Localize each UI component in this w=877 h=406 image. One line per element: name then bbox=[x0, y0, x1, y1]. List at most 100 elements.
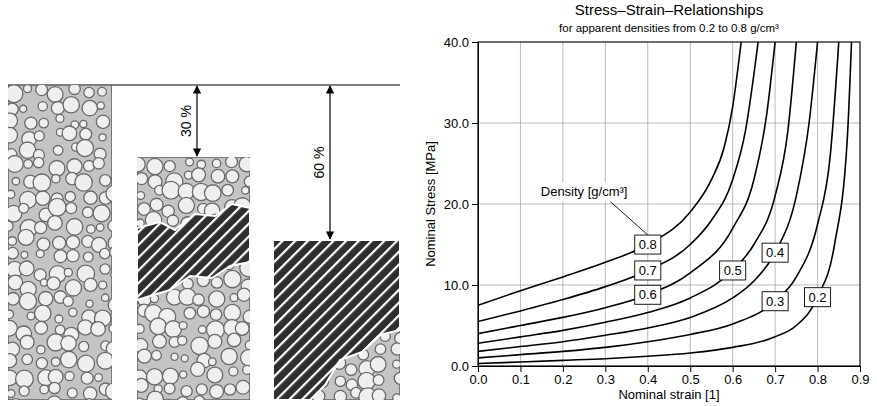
foam-cell bbox=[67, 388, 77, 398]
legend-title: Density [g/cm³] bbox=[541, 184, 628, 199]
y-tick-mark bbox=[472, 285, 478, 286]
foam-cell bbox=[100, 175, 112, 187]
series-label-text: 0.2 bbox=[809, 290, 827, 305]
foam-cell bbox=[78, 355, 95, 372]
y-tick: 10.0 bbox=[444, 278, 478, 293]
foam-cell bbox=[146, 369, 162, 385]
foam-cell bbox=[8, 292, 19, 305]
series-label-text: 0.6 bbox=[639, 287, 657, 302]
foam-block bbox=[137, 157, 250, 400]
foam-cell bbox=[33, 174, 51, 192]
density-curve bbox=[478, 42, 775, 334]
foam-cell bbox=[8, 354, 17, 368]
series-label-box bbox=[635, 235, 661, 254]
x-tick-label: 0.1 bbox=[512, 372, 530, 387]
foam-cell bbox=[207, 367, 223, 383]
foam-cell bbox=[112, 165, 113, 175]
foam-cell bbox=[179, 322, 187, 330]
x-tick-label: 0.8 bbox=[809, 372, 827, 387]
foam-cell bbox=[12, 177, 20, 185]
foam-cell bbox=[69, 85, 80, 95]
foam-cell bbox=[48, 198, 66, 216]
foam-cell bbox=[19, 386, 29, 396]
foam-cell bbox=[227, 333, 241, 347]
foam-cell bbox=[69, 308, 77, 316]
foam-cell bbox=[208, 334, 222, 348]
foam-cell bbox=[56, 114, 64, 122]
series-label-box bbox=[762, 292, 788, 311]
y-axis-line bbox=[478, 43, 479, 367]
foam-cell bbox=[20, 105, 27, 112]
foam-cell bbox=[241, 350, 250, 366]
foam-cell bbox=[229, 367, 238, 376]
foam-cell bbox=[65, 192, 75, 202]
foam-cell bbox=[210, 385, 224, 399]
foam-cell bbox=[112, 283, 113, 294]
foam-cell bbox=[48, 216, 63, 231]
chart-title: Stress–Strain–Relationships bbox=[575, 1, 763, 18]
y-tick-mark bbox=[472, 123, 478, 124]
foam-cell bbox=[62, 126, 77, 141]
foam-cell bbox=[153, 334, 167, 348]
density-curve bbox=[478, 42, 852, 364]
foam-cell bbox=[38, 102, 47, 111]
foam-cell bbox=[211, 169, 225, 183]
foam-cell bbox=[84, 191, 97, 204]
series-label: 0.7 bbox=[635, 261, 661, 280]
x-tick: 0.0 bbox=[469, 366, 487, 387]
density-curve bbox=[478, 42, 839, 358]
foam-cell bbox=[394, 372, 400, 384]
foam-cell bbox=[98, 87, 107, 96]
series-label: 0.3 bbox=[762, 292, 788, 311]
series-label-text: 0.8 bbox=[639, 237, 657, 252]
foam-cell bbox=[35, 305, 51, 321]
foam-cell bbox=[67, 159, 82, 174]
x-tick-label: 0.3 bbox=[597, 372, 615, 387]
foam-cell bbox=[179, 371, 186, 378]
foam-cell bbox=[22, 354, 32, 364]
foam-cell bbox=[224, 270, 241, 287]
plot-frame bbox=[478, 42, 860, 366]
foam-cell bbox=[51, 357, 60, 366]
foam-cell bbox=[198, 326, 206, 334]
y-tick: 20.0 bbox=[444, 197, 478, 212]
foam-cell bbox=[345, 364, 356, 375]
foam-cell bbox=[79, 341, 89, 351]
foam-body bbox=[273, 240, 400, 400]
shear-band bbox=[137, 204, 250, 300]
foam-cell bbox=[162, 181, 180, 199]
foam-cell bbox=[160, 399, 174, 400]
compression-label: 30 % bbox=[178, 105, 194, 137]
y-tick-label: 40.0 bbox=[444, 35, 469, 50]
foam-cell bbox=[99, 281, 107, 289]
foam-cell bbox=[35, 221, 47, 233]
x-tick-mark bbox=[860, 366, 861, 372]
foam-cell bbox=[335, 376, 345, 386]
x-tick-mark bbox=[818, 366, 819, 372]
foam-cell bbox=[8, 310, 13, 319]
foam-cell bbox=[93, 205, 110, 222]
series-label: 0.8 bbox=[635, 235, 661, 254]
x-tick: 0.3 bbox=[597, 366, 615, 387]
x-tick-mark bbox=[563, 366, 564, 372]
foam-block bbox=[8, 85, 112, 400]
foam-cell bbox=[106, 185, 112, 201]
foam-cell bbox=[226, 157, 238, 168]
chart-subtitle: for apparent densities from 0.2 to 0.8 g… bbox=[559, 22, 779, 34]
foam-cell bbox=[194, 396, 204, 400]
foam-cell bbox=[83, 252, 93, 262]
foam-cell bbox=[375, 344, 386, 355]
y-axis-title: Nominal Stress [MPa] bbox=[423, 141, 438, 267]
foam-cell bbox=[82, 100, 97, 115]
foam-cell bbox=[224, 384, 235, 395]
foam-body bbox=[8, 85, 112, 400]
foam-cell bbox=[137, 192, 145, 200]
legend-title-group: Density [g/cm³] bbox=[537, 182, 632, 201]
dimension-arrow bbox=[196, 86, 197, 156]
foam-cell bbox=[150, 198, 163, 211]
foam-cell bbox=[8, 85, 23, 103]
x-tick-mark bbox=[775, 366, 776, 372]
foam-cell bbox=[49, 160, 65, 176]
foam-cell bbox=[108, 220, 112, 232]
density-curve bbox=[478, 42, 796, 343]
